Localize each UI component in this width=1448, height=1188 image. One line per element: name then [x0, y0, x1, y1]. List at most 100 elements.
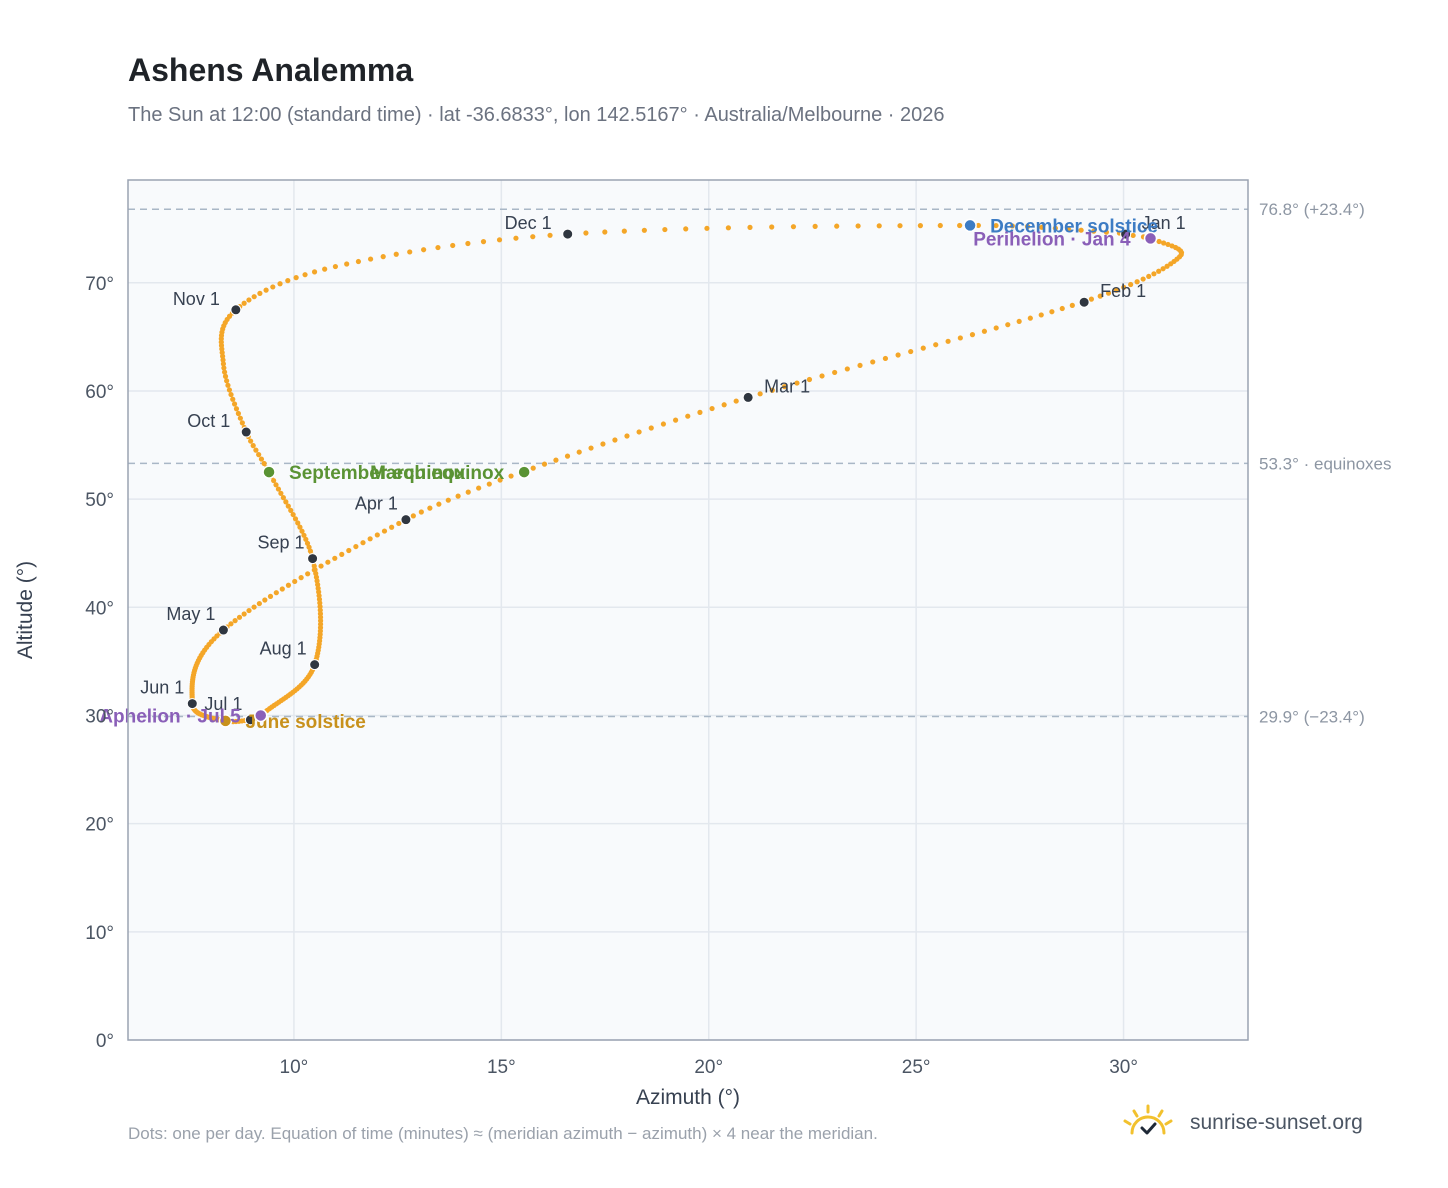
month-marker	[1078, 296, 1090, 308]
daily-sun-position	[380, 254, 386, 260]
daily-sun-position	[855, 223, 861, 229]
daily-sun-position	[355, 258, 362, 265]
daily-sun-position	[1016, 318, 1022, 325]
daily-sun-position	[233, 406, 240, 412]
daily-sun-position	[257, 290, 263, 296]
daily-sun-position	[389, 524, 395, 530]
daily-sun-position	[981, 328, 988, 334]
x-tick-label: 15°	[487, 1057, 516, 1078]
footnote: Dots: one per day. Equation of time (min…	[128, 1124, 878, 1143]
daily-sun-position	[253, 447, 259, 453]
daily-sun-position	[1146, 273, 1152, 280]
daily-sun-position	[297, 524, 303, 530]
event-marker	[1143, 231, 1158, 246]
daily-sun-position	[285, 278, 291, 284]
daily-sun-position	[435, 244, 441, 251]
daily-sun-position	[256, 600, 262, 607]
reference-lines: 76.8° (+23.4°) 53.3° · equinoxes 29.9° (−2…	[128, 200, 1392, 727]
brand[interactable]: sunrise-sunset.org	[1120, 1103, 1363, 1143]
daily-sun-position	[248, 438, 254, 444]
y-tick-label: 10°	[85, 923, 114, 944]
daily-sun-position	[1039, 224, 1045, 230]
daily-sun-position	[295, 520, 301, 526]
sun-logo-icon	[1123, 1104, 1173, 1135]
month-marker	[307, 553, 319, 565]
daily-sun-position	[553, 457, 559, 463]
chart-subtitle: The Sun at 12:00 (standard time) · lat -…	[128, 104, 945, 126]
daily-sun-position	[239, 420, 245, 426]
event-label: June solstice	[245, 712, 365, 733]
daily-sun-position	[302, 272, 308, 278]
daily-sun-position	[1038, 312, 1044, 318]
month-marker-label: Nov 1	[173, 289, 220, 309]
daily-sun-position	[226, 387, 233, 393]
brand-name: sunrise-sunset.org	[1190, 1111, 1363, 1134]
daily-sun-position	[1059, 305, 1065, 312]
daily-sun-position	[497, 477, 503, 483]
daily-sun-position	[251, 604, 257, 610]
daily-sun-position	[806, 376, 813, 383]
daily-sun-position	[1065, 226, 1072, 232]
daily-sun-position	[496, 237, 503, 243]
daily-sun-position	[220, 357, 226, 363]
daily-sun-position	[346, 547, 352, 554]
daily-sun-position	[360, 540, 366, 546]
daily-sun-position	[228, 391, 234, 398]
daily-sun-position	[945, 338, 951, 344]
daily-sun-position	[975, 222, 981, 229]
plot-area	[128, 180, 1248, 1040]
daily-sun-position	[465, 489, 471, 495]
daily-sun-position	[920, 345, 926, 351]
daily-sun-position	[277, 281, 283, 287]
daily-sun-position	[648, 425, 654, 431]
daily-sun-position	[285, 503, 291, 509]
daily-sun-position	[273, 590, 279, 596]
daily-sun-position	[418, 509, 424, 515]
y-tick-label: 30°	[85, 706, 114, 727]
daily-sun-position	[812, 223, 818, 229]
daily-sun-position	[933, 342, 939, 348]
month-marker-label: Jun 1	[140, 678, 184, 698]
daily-sun-position	[288, 507, 294, 513]
daily-sun-position	[228, 621, 234, 627]
daily-sun-position	[427, 505, 433, 511]
daily-sun-position	[600, 441, 606, 447]
daily-sun-position	[221, 369, 228, 375]
event-marker	[253, 708, 268, 723]
daily-sun-position	[393, 251, 399, 257]
daily-sun-position	[697, 409, 703, 415]
daily-sun-position	[251, 294, 257, 300]
daily-sun-position	[221, 365, 227, 371]
daily-sun-position	[280, 495, 286, 501]
daily-sun-position	[353, 543, 359, 550]
daily-sun-position	[1151, 271, 1157, 277]
daily-sun-position	[301, 532, 307, 538]
daily-sun-position	[486, 481, 492, 487]
month-marker	[1120, 228, 1132, 240]
daily-sun-position	[1088, 296, 1095, 302]
daily-sun-position	[261, 460, 267, 467]
daily-sun-position	[790, 224, 797, 230]
daily-sun-position	[455, 493, 461, 499]
daily-sun-position	[683, 226, 689, 232]
daily-sun-position	[1164, 263, 1170, 269]
month-markers: Jan 1 Feb 1 Mar 1 Apr 1 May 1 Jun 1 Jul 1 Aug 1…	[140, 213, 1186, 726]
reference-line-label: 29.9° (−23.4°)	[1259, 708, 1365, 727]
daily-sun-position	[325, 559, 331, 565]
event-marker	[517, 465, 531, 479]
daily-sun-position	[957, 335, 963, 341]
daily-sun-position	[237, 415, 243, 421]
daily-sun-position	[781, 384, 788, 390]
daily-sun-position	[1160, 266, 1166, 272]
daily-sun-position	[769, 224, 775, 230]
month-marker	[186, 698, 198, 710]
month-marker-label: Jan 1	[1142, 213, 1186, 233]
daily-sun-position	[530, 465, 536, 471]
daily-sun-position	[704, 225, 710, 231]
daily-sun-position	[465, 240, 471, 247]
daily-sun-position	[641, 227, 647, 233]
daily-sun-position	[250, 443, 256, 449]
daily-sun-position	[624, 433, 630, 439]
daily-sun-position	[1009, 223, 1015, 229]
event-label: March equinox	[370, 463, 505, 484]
